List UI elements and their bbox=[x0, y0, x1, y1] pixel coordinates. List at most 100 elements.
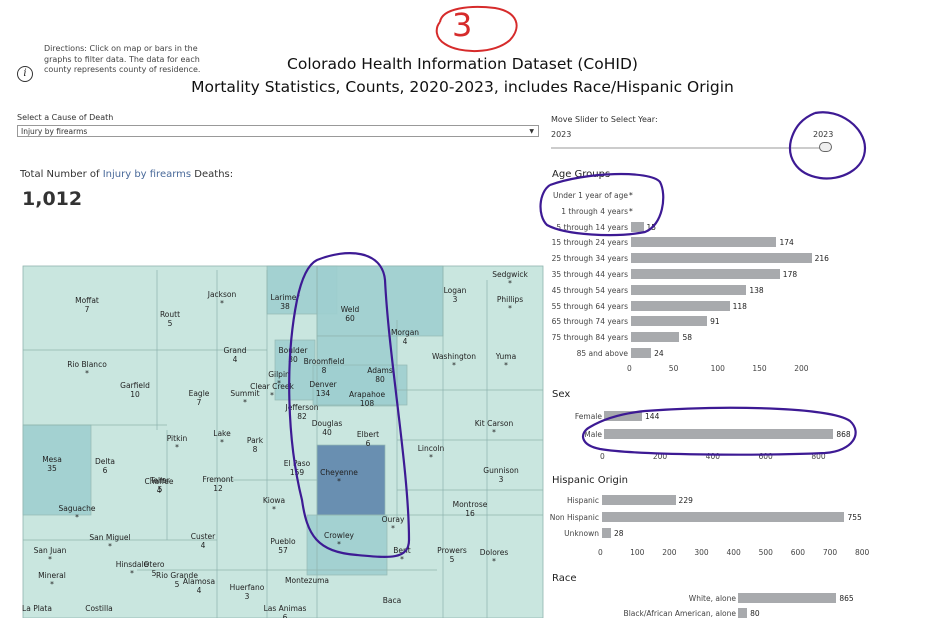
year-slider-track[interactable] bbox=[551, 147, 831, 149]
age-bar-35-through-44-years[interactable] bbox=[631, 269, 780, 279]
county-label-custer[interactable]: Custer 4 bbox=[191, 532, 216, 550]
county-label-gilpin[interactable]: Gilpin * bbox=[268, 370, 290, 388]
county-label-lincoln[interactable]: Lincoln * bbox=[418, 444, 445, 462]
sex-bar-female[interactable] bbox=[604, 411, 643, 421]
age-label-85-and-above[interactable]: 85 and above bbox=[576, 349, 628, 358]
age-label-1-through-4-years[interactable]: 1 through 4 years bbox=[561, 206, 628, 216]
race-bar-black-african-american-alone[interactable] bbox=[738, 607, 748, 618]
year-slider-thumb[interactable] bbox=[819, 142, 832, 152]
county-label-douglas[interactable]: Douglas 40 bbox=[312, 419, 343, 437]
county-label-huerfano[interactable]: Huerfano 3 bbox=[230, 583, 265, 601]
county-label-jackson[interactable]: Jackson * bbox=[207, 290, 237, 308]
age-bar-15-through-24-years[interactable] bbox=[631, 237, 777, 248]
county-label-san-miguel[interactable]: San Miguel * bbox=[89, 533, 130, 551]
colorado-county-map[interactable]: Moffat 7 Routt 5 Jackson * Larimer 38 Weld 60 Loga… bbox=[17, 240, 547, 618]
cause-select[interactable]: Injury by firearms ▼ bbox=[17, 125, 539, 137]
county-label-moffat[interactable]: Moffat 7 bbox=[75, 296, 99, 314]
county-label-saguache[interactable]: Saguache * bbox=[59, 504, 96, 522]
county-label-clear-creek[interactable]: Clear Creek * bbox=[250, 382, 294, 400]
county-label-logan[interactable]: Logan 3 bbox=[444, 286, 467, 304]
hispanic-bar-unknown[interactable] bbox=[602, 528, 611, 538]
age-bar-85-and-above[interactable] bbox=[631, 348, 652, 358]
county-label-summit[interactable]: Summit * bbox=[230, 389, 259, 407]
county-label-routt[interactable]: Routt 5 bbox=[160, 310, 180, 328]
county-label-sedgwick[interactable]: Sedgwick * bbox=[492, 270, 528, 288]
county-label-weld[interactable]: Weld 60 bbox=[341, 305, 360, 323]
county-region[interactable] bbox=[316, 444, 386, 516]
county-label-prowers[interactable]: Prowers 5 bbox=[437, 546, 467, 564]
county-label-park[interactable]: Park 8 bbox=[247, 436, 264, 454]
county-label-kiowa[interactable]: Kiowa * bbox=[263, 496, 285, 514]
county-label-teller[interactable]: Teller 5 bbox=[149, 476, 171, 494]
county-label-washington[interactable]: Washington * bbox=[432, 352, 476, 370]
county-label-hinsdale[interactable]: Hinsdale * bbox=[116, 560, 149, 578]
age-label-35-through-44-years[interactable]: 35 through 44 years bbox=[551, 270, 628, 279]
county-label-garfield[interactable]: Garfield 10 bbox=[120, 381, 150, 399]
county-label-yuma[interactable]: Yuma * bbox=[495, 352, 516, 370]
age-label-5-through-14-years[interactable]: 5 through 14 years bbox=[556, 222, 628, 232]
county-region[interactable] bbox=[22, 424, 92, 516]
county-label-lake[interactable]: Lake * bbox=[213, 429, 231, 447]
age-label-65-through-74-years[interactable]: 65 through 74 years bbox=[551, 317, 628, 327]
age-bar-75-through-84-years[interactable] bbox=[631, 332, 680, 343]
county-region[interactable] bbox=[306, 514, 388, 576]
county-label-broomfield[interactable]: Broomfield 8 bbox=[304, 357, 345, 375]
county-label-arapahoe[interactable]: Arapahoe 108 bbox=[349, 390, 386, 408]
age-label-15-through-24-years[interactable]: 15 through 24 years bbox=[551, 238, 628, 248]
race-bar-white-alone[interactable] bbox=[738, 593, 837, 603]
county-label-chaffee[interactable]: Chaffee 4 bbox=[145, 477, 174, 495]
county-label-fremont[interactable]: Fremont 12 bbox=[203, 475, 234, 493]
county-label-costilla[interactable]: Costilla bbox=[85, 604, 113, 613]
county-label-morgan[interactable]: Morgan 4 bbox=[391, 328, 419, 346]
age-label-75-through-84-years[interactable]: 75 through 84 years bbox=[551, 333, 628, 343]
age-bar-55-through-64-years[interactable] bbox=[631, 300, 730, 311]
county-label-montrose[interactable]: Montrose 16 bbox=[453, 500, 488, 518]
race-label-black-african-american-alone[interactable]: Black/African American, alone bbox=[623, 608, 736, 618]
county-label-eagle[interactable]: Eagle 7 bbox=[189, 389, 210, 407]
county-region[interactable] bbox=[316, 265, 444, 337]
county-label-pitkin[interactable]: Pitkin * bbox=[167, 434, 188, 452]
hispanic-bar-non-hispanic[interactable] bbox=[602, 511, 845, 522]
county-label-las-animas[interactable]: Las Animas 6 bbox=[264, 604, 307, 618]
county-label-phillips[interactable]: Phillips * bbox=[497, 295, 523, 313]
county-label-pueblo[interactable]: Pueblo 57 bbox=[270, 537, 296, 555]
age-label-45-through-54-years[interactable]: 45 through 54 years bbox=[551, 285, 628, 295]
county-label-baca[interactable]: Baca bbox=[383, 596, 401, 605]
county-label-rio-grande[interactable]: Rio Grande 5 bbox=[156, 571, 198, 589]
county-label-cheyenne[interactable]: Cheyenne * bbox=[320, 468, 358, 486]
age-bar-25-through-34-years[interactable] bbox=[631, 253, 812, 264]
county-region[interactable] bbox=[274, 339, 316, 401]
county-label-larimer[interactable]: Larimer 38 bbox=[271, 293, 301, 311]
county-label-alamosa[interactable]: Alamosa 4 bbox=[183, 577, 215, 595]
sex-bar-male[interactable] bbox=[604, 429, 834, 439]
county-label-mineral[interactable]: Mineral * bbox=[38, 571, 66, 589]
county-label-crowley[interactable]: Crowley * bbox=[324, 531, 355, 549]
age-bar-5-through-14-years[interactable] bbox=[631, 221, 644, 232]
hispanic-label-hispanic[interactable]: Hispanic bbox=[567, 496, 599, 505]
hispanic-label-unknown[interactable]: Unknown bbox=[564, 529, 599, 538]
age-label-under-1-year-of-age[interactable]: Under 1 year of age bbox=[553, 191, 628, 200]
county-label-montezuma[interactable]: Montezuma bbox=[285, 576, 329, 585]
county-label-boulder[interactable]: Boulder 30 bbox=[278, 346, 308, 364]
race-label-white-alone[interactable]: White, alone bbox=[688, 594, 736, 603]
county-label-ouray[interactable]: Ouray * bbox=[382, 515, 405, 533]
age-bar-65-through-74-years[interactable] bbox=[631, 316, 708, 327]
county-label-san-juan[interactable]: San Juan * bbox=[34, 546, 67, 564]
age-label-55-through-64-years[interactable]: 55 through 64 years bbox=[551, 301, 628, 311]
sex-label-male[interactable]: Male bbox=[584, 430, 602, 439]
county-label-delta[interactable]: Delta 6 bbox=[95, 457, 115, 475]
county-label-elbert[interactable]: Elbert 6 bbox=[357, 430, 379, 448]
county-label-otero[interactable]: Otero 5 bbox=[144, 560, 165, 578]
info-icon[interactable]: i bbox=[17, 66, 33, 82]
sex-label-female[interactable]: Female bbox=[574, 412, 602, 421]
hispanic-bar-hispanic[interactable] bbox=[602, 495, 676, 505]
age-label-25-through-34-years[interactable]: 25 through 34 years bbox=[551, 254, 628, 264]
hispanic-label-non-hispanic[interactable]: Non Hispanic bbox=[549, 512, 599, 522]
county-label-gunnison[interactable]: Gunnison 3 bbox=[483, 466, 519, 484]
county-label-adams[interactable]: Adams 80 bbox=[367, 366, 393, 384]
county-label-bent[interactable]: Bent * bbox=[393, 546, 411, 564]
county-label-la-plata[interactable]: La Plata bbox=[22, 604, 52, 613]
county-label-dolores[interactable]: Dolores * bbox=[480, 548, 509, 566]
county-label-denver[interactable]: Denver 134 bbox=[309, 380, 337, 398]
county-label-jefferson[interactable]: Jefferson 82 bbox=[285, 403, 319, 421]
